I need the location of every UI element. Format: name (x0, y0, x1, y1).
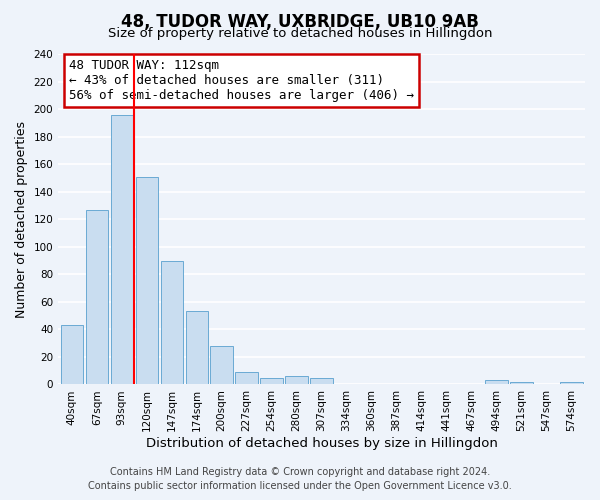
Bar (485, 380, 508, 384)
Bar (560, 382, 583, 384)
Bar (161, 260, 183, 384)
Bar (310, 378, 333, 384)
Text: Contains HM Land Registry data © Crown copyright and database right 2024.
Contai: Contains HM Land Registry data © Crown c… (88, 467, 512, 491)
Text: Size of property relative to detached houses in Hillingdon: Size of property relative to detached ho… (108, 28, 492, 40)
Text: 48, TUDOR WAY, UXBRIDGE, UB10 9AB: 48, TUDOR WAY, UXBRIDGE, UB10 9AB (121, 12, 479, 30)
Bar (110, 114, 133, 384)
Bar (235, 372, 258, 384)
X-axis label: Distribution of detached houses by size in Hillingdon: Distribution of detached houses by size … (146, 437, 497, 450)
Text: 48 TUDOR WAY: 112sqm
← 43% of detached houses are smaller (311)
56% of semi-deta: 48 TUDOR WAY: 112sqm ← 43% of detached h… (69, 59, 414, 102)
Bar (86, 210, 108, 384)
Bar (211, 346, 233, 385)
Bar (136, 176, 158, 384)
Bar (286, 376, 308, 384)
Bar (260, 378, 283, 384)
Y-axis label: Number of detached properties: Number of detached properties (15, 120, 28, 318)
Bar (61, 326, 83, 384)
Bar (185, 312, 208, 384)
Bar (510, 382, 533, 384)
